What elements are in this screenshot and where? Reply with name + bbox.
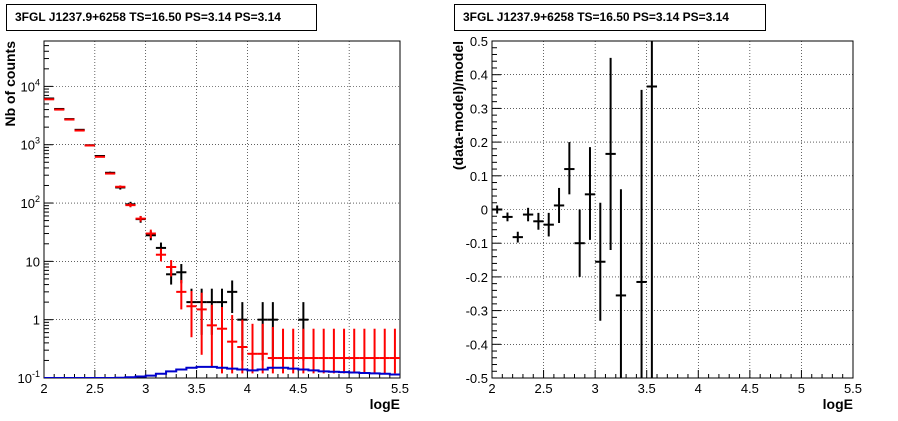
data-point <box>636 89 647 378</box>
x-tick-label: 5.5 <box>844 381 862 396</box>
x-axis-label: logE <box>823 396 853 412</box>
y-tick-label: -0.2 <box>466 270 488 285</box>
y-tick-label: -0.3 <box>466 304 488 319</box>
x-tick-label: 2 <box>488 381 495 396</box>
y-tick-label: 0.3 <box>470 101 488 116</box>
y-tick-label: 0.2 <box>470 135 488 150</box>
data-point <box>267 326 278 374</box>
data-point <box>646 41 658 378</box>
x-tick-label: 4.5 <box>289 381 307 396</box>
data-point <box>533 212 544 230</box>
data-point <box>105 172 116 175</box>
data-point <box>318 328 329 374</box>
data-point <box>176 279 187 310</box>
data-point <box>186 291 197 338</box>
y-tick-label: 0.4 <box>470 68 488 83</box>
data-point <box>553 187 565 223</box>
data-point <box>574 209 585 277</box>
y-axis-label: (data-model)/model <box>450 41 466 170</box>
x-tick-label: 5.5 <box>391 381 409 396</box>
data-point <box>502 212 513 222</box>
x-tick-label: 4 <box>244 381 251 396</box>
y-tick-label: 104 <box>21 77 40 94</box>
y-tick-label: -0.5 <box>466 371 488 386</box>
x-tick-label: 3.5 <box>638 381 656 396</box>
x-tick-label: 4.5 <box>741 381 759 396</box>
data-point <box>237 319 248 374</box>
data-point <box>196 292 207 355</box>
y-tick-label: -0.1 <box>466 236 488 251</box>
data-point <box>389 328 400 374</box>
data-point <box>135 215 146 222</box>
data-layer <box>492 41 658 378</box>
data-point <box>379 328 390 374</box>
right-plot-title: 3FGL J1237.9+6258 TS=16.50 PS=3.14 PS=3.… <box>454 4 766 31</box>
panel-0: 2 2.5 3 3.5 4 4.5 5 5.5 10-1 1 10 102 103 104 logE Nb o… <box>2 40 409 412</box>
y-tick-label: -0.4 <box>466 337 488 352</box>
data-point <box>328 328 339 374</box>
data-point <box>74 129 85 132</box>
y-tick-label: 1 <box>33 313 40 328</box>
x-tick-label: 3.5 <box>188 381 206 396</box>
y-tick-label: 102 <box>21 194 40 211</box>
model-step-line <box>44 365 400 378</box>
data-point <box>595 202 606 321</box>
data-point <box>522 207 534 222</box>
x-tick-label: 5 <box>346 381 353 396</box>
data-point <box>492 205 503 214</box>
data-point <box>166 260 177 277</box>
x-tick-label: 2 <box>40 381 47 396</box>
x-tick-label: 3 <box>142 381 149 396</box>
data-point <box>298 328 309 374</box>
data-point <box>308 328 319 374</box>
x-tick-label: 2.5 <box>86 381 104 396</box>
data-point <box>277 328 289 374</box>
x-tick-label: 2.5 <box>535 381 553 396</box>
data-point <box>288 328 299 374</box>
data-point <box>512 231 523 243</box>
data-point <box>584 147 596 240</box>
data-point <box>349 328 360 374</box>
y-axis-label: Nb of counts <box>2 41 18 127</box>
data-point <box>257 323 268 374</box>
left-plot-title: 3FGL J1237.9+6258 TS=16.50 PS=3.14 PS=3.… <box>6 4 317 31</box>
data-point <box>615 189 627 378</box>
x-tick-label: 5 <box>798 381 805 396</box>
data-point <box>227 315 238 374</box>
y-tick-label: 10 <box>26 254 40 269</box>
x-axis-label: logE <box>370 396 400 412</box>
data-point <box>338 328 350 374</box>
data-point <box>84 144 95 147</box>
data-point <box>543 212 554 237</box>
y-tick-label: 0 <box>481 203 488 218</box>
y-tick-label: 0.5 <box>470 34 488 49</box>
data-point <box>94 155 106 158</box>
data-point <box>359 328 370 374</box>
data-point <box>247 323 258 374</box>
data-point <box>145 229 156 239</box>
data-point <box>216 306 228 374</box>
y-tick-label: 103 <box>21 136 40 153</box>
data-point <box>54 108 65 111</box>
data-point <box>227 280 238 314</box>
data-point <box>369 328 380 374</box>
data-point <box>115 185 126 189</box>
y-tick-label: 0.1 <box>470 169 488 184</box>
plot-frame <box>43 40 401 379</box>
data-point <box>64 118 75 121</box>
data-point <box>125 203 136 208</box>
data-point <box>564 142 575 195</box>
data-layer <box>44 97 400 378</box>
x-tick-label: 3 <box>592 381 599 396</box>
x-tick-label: 4 <box>695 381 702 396</box>
data-point <box>155 248 167 262</box>
data-point <box>206 304 217 368</box>
data-point <box>605 57 616 250</box>
y-tick-label: 10-1 <box>18 369 40 386</box>
panel-1: 2 2.5 3 3.5 4 4.5 5 5.5 -0.5 -0.4 -0.3 -0.2 -0.1 0 0.1… <box>450 34 862 412</box>
